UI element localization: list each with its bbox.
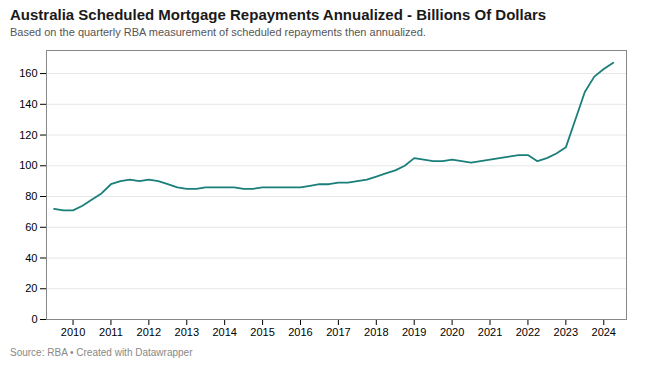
svg-text:0: 0: [31, 313, 37, 325]
svg-text:2015: 2015: [250, 326, 274, 338]
svg-text:2021: 2021: [478, 326, 502, 338]
svg-text:140: 140: [19, 98, 37, 110]
svg-text:2012: 2012: [137, 326, 161, 338]
svg-text:2024: 2024: [592, 326, 616, 338]
svg-text:160: 160: [19, 67, 37, 79]
svg-text:20: 20: [25, 282, 37, 294]
svg-text:2023: 2023: [554, 326, 578, 338]
html-text:Australia Scheduled Mortgage R: Australia Scheduled Mortgage Repayments …: [10, 6, 547, 23]
svg-text:2016: 2016: [288, 326, 312, 338]
svg-text:2011: 2011: [99, 326, 123, 338]
svg-text:2010: 2010: [61, 326, 85, 338]
svg-text:80: 80: [25, 190, 37, 202]
svg-text:2022: 2022: [516, 326, 540, 338]
svg-text:2018: 2018: [364, 326, 388, 338]
svg-text:100: 100: [19, 159, 37, 171]
svg-text:2013: 2013: [175, 326, 199, 338]
html-text:Based on the quarterly RBA mea: Based on the quarterly RBA measurement o…: [10, 26, 426, 38]
svg-text:60: 60: [25, 221, 37, 233]
svg-text:2014: 2014: [212, 326, 236, 338]
svg-text:2019: 2019: [402, 326, 426, 338]
html-text:Source: RBA • Created with Dat: Source: RBA • Created with Datawrapper: [10, 347, 193, 358]
svg-text:2020: 2020: [440, 326, 464, 338]
svg-text:2017: 2017: [326, 326, 350, 338]
svg-text:120: 120: [19, 129, 37, 141]
svg-text:40: 40: [25, 252, 37, 264]
